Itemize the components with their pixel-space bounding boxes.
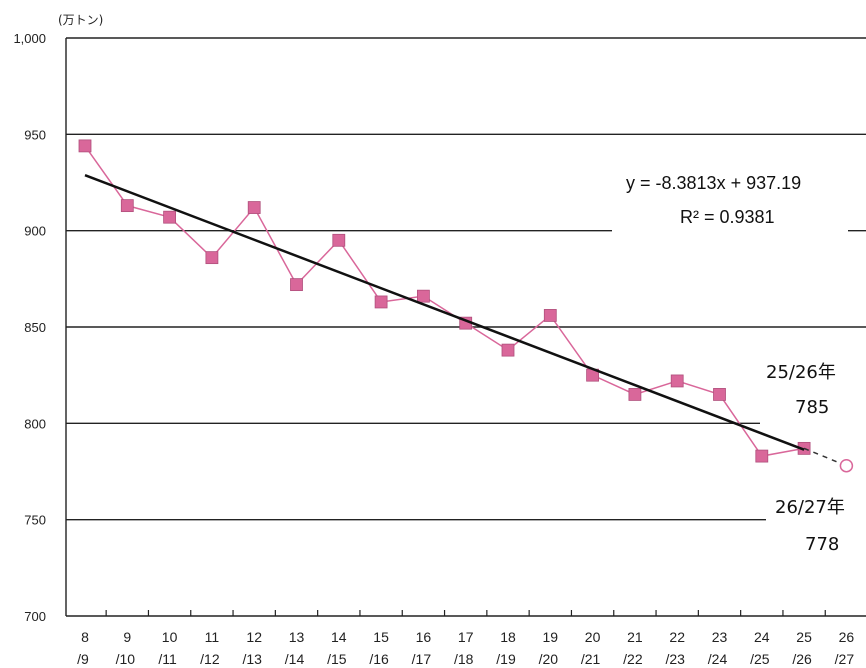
data-point	[374, 295, 388, 309]
x-tick-label: 12	[246, 629, 262, 645]
series	[78, 139, 854, 473]
trendline-segment	[84, 173, 805, 451]
data-point	[543, 309, 557, 322]
data-point	[290, 278, 303, 292]
x-tick-label: /9	[77, 651, 89, 667]
x-tick-label: 17	[458, 629, 474, 645]
data-point	[755, 449, 769, 463]
x-tick-label: 9	[123, 629, 131, 645]
x-tick-label: 13	[289, 629, 305, 645]
x-tick-label: 25	[796, 629, 812, 645]
x-tick-label: /11	[158, 651, 177, 667]
x-tick-label: /10	[116, 651, 136, 667]
x-tick-label: /19	[496, 651, 516, 667]
x-tick-label: 22	[669, 629, 685, 645]
x-tick-label: 20	[585, 629, 601, 645]
data-point	[628, 388, 642, 401]
y-unit-label: (万トン)	[58, 13, 103, 27]
x-tick-label: /16	[369, 651, 389, 667]
x-tick-labels: 8/9 9/10 10/11 11/12 12/13 13/14 14/15 15/16 16 /…	[77, 629, 854, 667]
x-tick-label: 18	[500, 629, 516, 645]
data-point	[247, 201, 261, 214]
trend-equation: y = -8.3813x + 937.19	[626, 173, 801, 193]
x-tick-label: /13	[242, 651, 262, 667]
data-point	[205, 251, 219, 265]
x-tick-label: /14	[285, 651, 305, 667]
data-point	[501, 343, 515, 357]
annotation-1-line1: 25/26年	[766, 362, 836, 383]
x-tick-label: /26	[792, 651, 812, 667]
trend-r2: R² = 0.9381	[680, 207, 775, 227]
x-tick-label: /21	[581, 651, 601, 667]
forecast-line	[803, 447, 847, 467]
x-tick-label: /22	[623, 651, 643, 667]
x-tick-label: /15	[327, 651, 347, 667]
x-tick-label: /20	[539, 651, 559, 667]
y-tick-label: 750	[24, 513, 46, 528]
x-tick-label: 24	[754, 629, 770, 645]
x-tick-label: 10	[162, 629, 178, 645]
x-tick-label: 8	[81, 629, 89, 645]
data-point	[670, 374, 684, 388]
x-tick-label: 15	[373, 629, 389, 645]
x-tick-label: /27	[835, 651, 855, 667]
y-tick-label: 850	[24, 320, 46, 335]
equation-box	[612, 162, 848, 232]
x-tick-label: 26	[839, 629, 855, 645]
x-tick-label: /17	[412, 651, 432, 667]
annotation-1-line2: 785	[795, 397, 829, 418]
y-tick-label: 700	[24, 609, 46, 624]
x-tick-label: /18	[454, 651, 474, 667]
x-tick-label: 11	[205, 629, 220, 645]
x-tick-label: 19	[543, 629, 559, 645]
data-point	[332, 233, 346, 247]
data-point	[163, 210, 177, 224]
x-tick-label: 21	[627, 629, 643, 645]
x-tick-label: /25	[750, 651, 770, 667]
annotation-box-1	[760, 355, 866, 425]
x-tick-label: /23	[665, 651, 685, 667]
data-point	[713, 388, 726, 401]
annotation-2-line2: 778	[805, 534, 839, 555]
y-tick-label: 900	[24, 224, 46, 239]
data-point	[120, 199, 134, 213]
y-tick-labels: 1,000 950 900 850 800 750 700	[13, 31, 46, 624]
trendline	[84, 173, 805, 451]
x-tick-label: /12	[200, 651, 220, 667]
y-tick-label: 1,000	[13, 31, 46, 46]
data-point	[78, 139, 92, 153]
x-tick-label: 16	[416, 629, 432, 645]
series-line	[84, 145, 805, 457]
data-point	[416, 289, 430, 303]
axes	[65, 37, 866, 617]
y-tick-label: 950	[24, 127, 46, 142]
x-tick-label: 23	[712, 629, 728, 645]
annotation-box-2	[766, 488, 866, 560]
forecast-point	[839, 458, 854, 473]
x-tick-label: 14	[331, 629, 347, 645]
x-tick-label: /24	[708, 651, 728, 667]
y-tick-label: 800	[24, 416, 46, 431]
annotation-2-line1: 26/27年	[775, 497, 845, 518]
